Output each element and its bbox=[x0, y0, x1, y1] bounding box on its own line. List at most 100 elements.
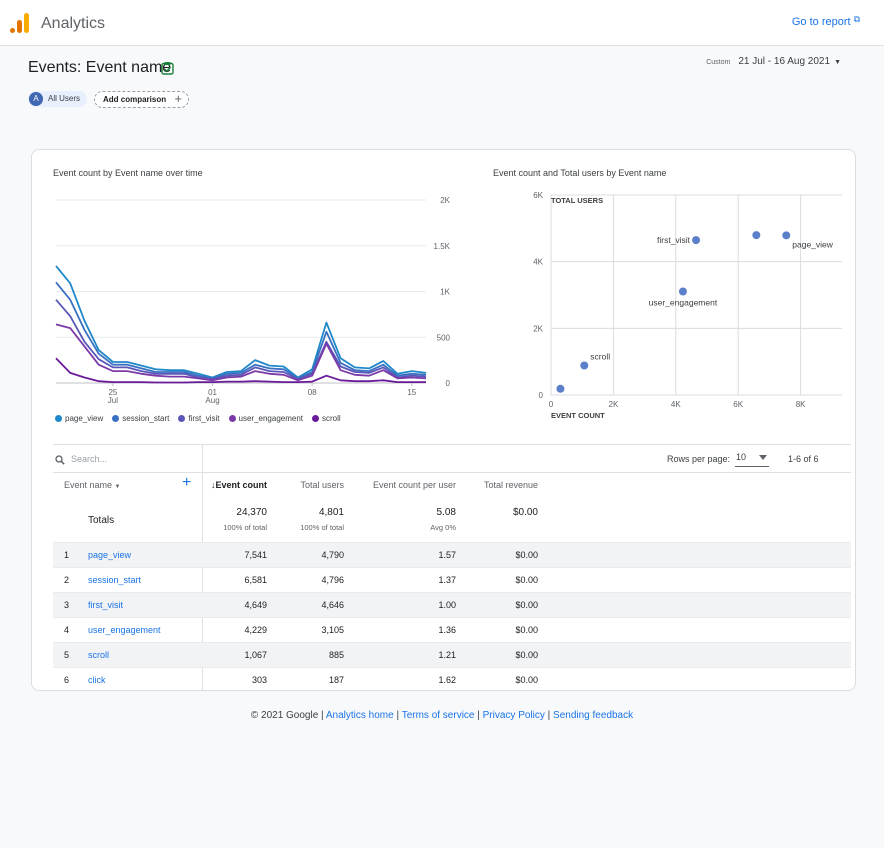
event-name-link[interactable]: scroll bbox=[88, 650, 110, 660]
all-users-chip[interactable]: A All Users bbox=[28, 91, 88, 107]
legend-label: page_view bbox=[65, 414, 104, 423]
event-name-column-header[interactable]: Event name ▼ bbox=[64, 480, 121, 490]
x-tick-label: 01 bbox=[208, 388, 217, 397]
search-input[interactable]: Search... bbox=[55, 454, 107, 465]
legend-item-scroll[interactable]: scroll bbox=[312, 414, 341, 423]
x-tick-label: 2K bbox=[609, 400, 619, 409]
rows-per-page-value: 10 bbox=[736, 452, 747, 462]
y-axis-label: TOTAL USERS bbox=[551, 196, 603, 205]
legend-swatch bbox=[112, 415, 120, 422]
go-to-report-link[interactable]: Go to report ⧉ bbox=[791, 14, 860, 28]
total-revenue-cell: $0.00 bbox=[515, 650, 538, 660]
x-tick-label: 4K bbox=[671, 400, 681, 409]
y-tick-label: 1K bbox=[440, 288, 450, 297]
data-table: Search... Rows per page: 10 1-6 of 6 Eve… bbox=[53, 444, 851, 690]
table-row: 1 page_view 7,541 4,790 1.57 $0.00 bbox=[53, 542, 851, 567]
event-count-cell: 4,229 bbox=[244, 625, 267, 635]
scatter-point-first-visit bbox=[692, 236, 701, 245]
report-card: Event count by Event name over time 2K 1.… bbox=[31, 149, 856, 691]
total-event-count-share: 100% of total bbox=[223, 523, 267, 532]
event-name-link[interactable]: first_visit bbox=[88, 600, 124, 610]
total-revenue-cell: $0.00 bbox=[515, 550, 538, 560]
chevron-down-icon: ▼ bbox=[834, 59, 841, 66]
event-count-per-user-column-header[interactable]: Event count per user bbox=[372, 480, 456, 490]
total-users-cell: 187 bbox=[328, 675, 344, 685]
copyright: © 2021 Google bbox=[250, 710, 319, 721]
series-line-page-view bbox=[55, 265, 427, 379]
point-label: first_visit bbox=[657, 235, 691, 245]
footer-link-privacy[interactable]: Privacy Policy bbox=[482, 710, 545, 721]
table-row: 5 scroll 1,067 885 1.21 $0.00 bbox=[53, 642, 851, 667]
line-chart-legend: page_view session_start first_visit user_en… bbox=[55, 414, 341, 423]
footer-link-feedback[interactable]: Sending feedback bbox=[553, 710, 634, 721]
legend-swatch bbox=[55, 415, 62, 422]
y-tick-label: 4K bbox=[533, 258, 543, 267]
footer-link-analytics-home[interactable]: Analytics home bbox=[325, 710, 394, 721]
series-line-user-engagement bbox=[55, 323, 427, 382]
y-tick-label: 1.5K bbox=[434, 242, 451, 251]
legend-label: user_engagement bbox=[238, 414, 304, 423]
event-name-link[interactable]: session_start bbox=[88, 575, 142, 585]
point-label: user_engagement bbox=[649, 298, 718, 308]
footer-link-terms[interactable]: Terms of service bbox=[401, 710, 475, 721]
event-name-link[interactable]: page_view bbox=[88, 550, 132, 560]
date-range-picker[interactable]: Custom 21 Jul - 16 Aug 2021 ▼ bbox=[706, 56, 841, 67]
point-label: page_view bbox=[792, 239, 834, 249]
legend-swatch bbox=[228, 415, 236, 422]
legend-item-user-engagement[interactable]: user_engagement bbox=[228, 414, 304, 423]
totals-label: Totals bbox=[88, 515, 115, 526]
total-revenue-cell: $0.00 bbox=[515, 575, 538, 585]
total-users-cell: 4,790 bbox=[321, 550, 344, 560]
x-tick-month-label: Aug bbox=[205, 396, 219, 405]
total-revenue-cell: $0.00 bbox=[515, 625, 538, 635]
x-tick-label: 08 bbox=[308, 388, 317, 397]
event-count-cell: 7,541 bbox=[244, 550, 267, 560]
event-name-link[interactable]: click bbox=[88, 675, 106, 685]
legend-item-page-view[interactable]: page_view bbox=[55, 414, 103, 423]
scatter-chart-title: Event count and Total users by Event nam… bbox=[493, 168, 667, 178]
sort-down-arrow-icon: ↓ bbox=[210, 480, 216, 490]
add-comparison-button[interactable]: Add comparison + bbox=[94, 91, 190, 108]
event-count-per-user-cell: 1.36 bbox=[438, 625, 456, 635]
add-comparison-label: Add comparison bbox=[103, 95, 167, 104]
scatter-point-scroll bbox=[580, 361, 589, 370]
line-chart-title: Event count by Event name over time bbox=[53, 168, 203, 178]
total-revenue-cell: $0.00 bbox=[515, 675, 538, 685]
page-title: Events: Event name bbox=[28, 59, 172, 76]
event-count-cell: 303 bbox=[251, 675, 267, 685]
total-revenue-value: $0.00 bbox=[512, 507, 538, 518]
legend-item-first-visit[interactable]: first_visit bbox=[178, 414, 220, 423]
dropdown-arrow-icon: ▼ bbox=[114, 484, 121, 490]
y-tick-label: 0 bbox=[539, 391, 544, 400]
external-link-icon: ⧉ bbox=[853, 14, 860, 24]
legend-item-session-start[interactable]: session_start bbox=[112, 414, 169, 423]
total-revenue-column-header[interactable]: Total revenue bbox=[483, 480, 538, 490]
total-event-count-per-user: 5.08 bbox=[436, 507, 456, 518]
plus-icon: + bbox=[174, 91, 183, 106]
add-dimension-button[interactable]: + bbox=[182, 474, 192, 491]
x-tick-label: 8K bbox=[796, 400, 806, 409]
total-users-cell: 3,105 bbox=[321, 625, 344, 635]
table-row: 3 first_visit 4,649 4,646 1.00 $0.00 bbox=[53, 592, 851, 617]
row-index: 2 bbox=[64, 575, 70, 585]
scatter-point-user-engagement bbox=[678, 287, 687, 296]
date-range-value: 21 Jul - 16 Aug 2021 bbox=[738, 56, 831, 67]
event-name-link[interactable]: user_engagement bbox=[88, 625, 161, 635]
pagination-status: 1-6 of 6 bbox=[788, 454, 819, 464]
legend-swatch bbox=[178, 415, 186, 422]
x-tick-label: 15 bbox=[407, 388, 416, 397]
event-count-cell: 4,649 bbox=[244, 600, 267, 610]
rows-per-page-label: Rows per page: bbox=[667, 454, 731, 464]
rows-per-page-select[interactable]: 10 bbox=[735, 450, 769, 467]
event-count-cell: 6,581 bbox=[244, 575, 267, 585]
point-label: scroll bbox=[590, 352, 610, 362]
event-count-column-header[interactable]: ↓Event count bbox=[210, 480, 267, 490]
x-tick-month-label: Jul bbox=[108, 396, 118, 405]
total-users-cell: 885 bbox=[328, 650, 344, 660]
total-users-column-header[interactable]: Total users bbox=[300, 480, 344, 490]
row-index: 4 bbox=[64, 625, 70, 635]
legend-label: scroll bbox=[322, 414, 341, 423]
series-line-session-start bbox=[55, 281, 427, 380]
y-tick-label: 2K bbox=[440, 196, 450, 205]
